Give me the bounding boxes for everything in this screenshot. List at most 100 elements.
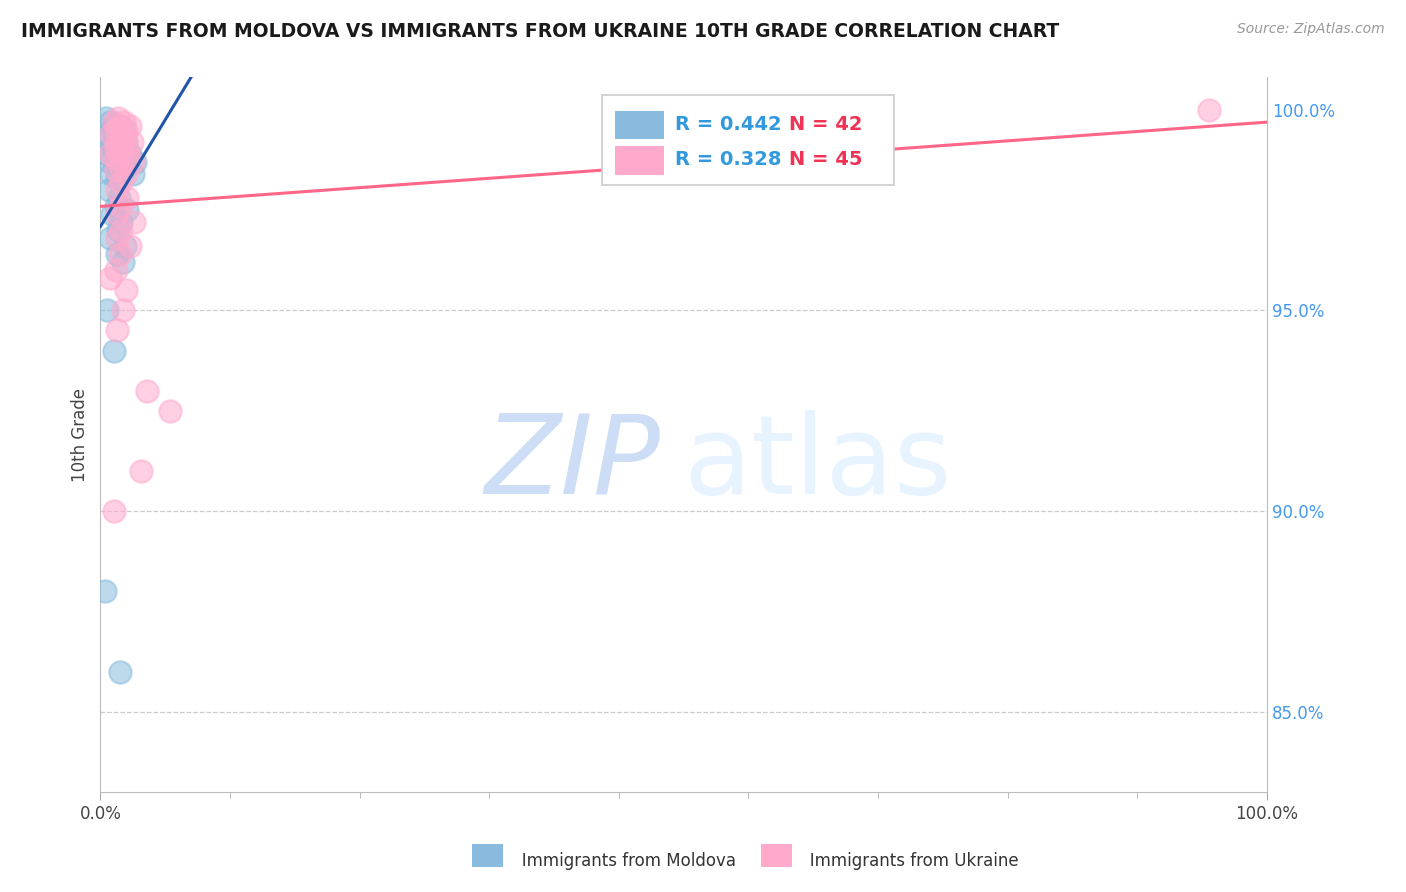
Point [107,159,129,173]
Point [115,143,138,157]
Point [108,146,131,161]
Point [104,151,127,165]
Point [121,135,143,149]
Point [105,247,128,261]
Point [118,146,141,161]
Point [115,122,138,136]
Point [110,127,132,141]
Point [108,159,131,173]
Point [101,207,124,221]
Y-axis label: 10th Grade: 10th Grade [72,388,89,482]
Point [98,271,121,285]
Point [105,130,128,145]
Point [105,143,128,157]
Point [122,154,145,169]
Point [136,384,159,398]
Point [103,343,125,358]
Text: atlas: atlas [683,410,952,517]
Point [111,135,134,149]
Point [107,223,129,237]
Point [100,127,122,141]
Point [122,167,145,181]
Point [98,146,121,161]
Point [108,247,131,261]
Point [101,122,124,136]
Point [110,223,132,237]
Point [115,191,138,205]
Point [104,151,127,165]
Point [129,464,152,478]
Point [96,146,118,161]
Point [104,127,127,141]
Text: R = 0.442: R = 0.442 [675,115,782,134]
Point [100,138,122,153]
Point [96,111,118,125]
Point [118,119,141,133]
Text: ZIP: ZIP [485,410,661,517]
FancyBboxPatch shape [614,111,664,139]
Point [105,170,128,185]
Point [115,135,138,149]
Point [108,199,131,213]
Point [115,283,138,297]
Point [112,122,135,136]
Point [97,130,120,145]
Point [118,239,141,253]
Text: Immigrants from Moldova: Immigrants from Moldova [506,852,737,870]
Text: Source: ZipAtlas.com: Source: ZipAtlas.com [1237,22,1385,37]
Point [108,119,131,133]
Point [105,207,128,221]
FancyBboxPatch shape [602,95,894,185]
Point [115,167,138,181]
Point [117,151,139,165]
Point [108,143,131,157]
Point [98,231,121,245]
Point [114,130,136,145]
Text: IMMIGRANTS FROM MOLDOVA VS IMMIGRANTS FROM UKRAINE 10TH GRADE CORRELATION CHART: IMMIGRANTS FROM MOLDOVA VS IMMIGRANTS FR… [21,22,1059,41]
Point [103,504,125,518]
Point [110,215,132,229]
Point [103,114,125,128]
Point [104,138,127,153]
Point [114,239,136,253]
Point [122,215,145,229]
Point [96,303,118,318]
Point [110,175,132,189]
Point [108,665,131,679]
Point [105,183,128,197]
Point [110,138,132,153]
Point [108,191,131,205]
Point [112,162,135,177]
Point [111,255,134,269]
Point [103,119,125,133]
Point [159,404,181,418]
Point [108,135,131,149]
Point [112,114,135,128]
Point [1198,103,1220,117]
Point [124,154,146,169]
Point [104,199,127,213]
Text: Immigrants from Ukraine: Immigrants from Ukraine [794,852,1019,870]
FancyBboxPatch shape [614,146,664,175]
Point [107,119,129,133]
Point [107,111,129,125]
Point [104,162,127,177]
Point [98,114,121,128]
Point [103,143,125,157]
Point [100,167,122,181]
Point [94,584,117,599]
Point [105,130,128,145]
Point [110,127,132,141]
Point [105,231,128,245]
Text: N = 42: N = 42 [789,115,862,134]
Point [111,303,134,318]
Point [104,122,127,136]
Point [111,151,134,165]
Point [97,183,120,197]
Text: N = 45: N = 45 [789,151,862,169]
Text: R = 0.328: R = 0.328 [675,151,782,169]
Point [103,138,125,153]
Point [105,323,128,337]
Point [115,202,138,217]
Point [104,263,127,277]
